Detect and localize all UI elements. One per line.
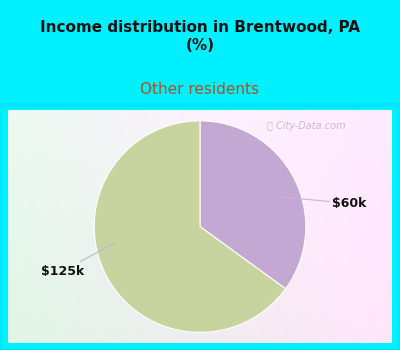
Text: ⓘ City-Data.com: ⓘ City-Data.com xyxy=(267,121,346,131)
Wedge shape xyxy=(94,121,286,332)
Text: Income distribution in Brentwood, PA
(%): Income distribution in Brentwood, PA (%) xyxy=(40,20,360,54)
Text: $125k: $125k xyxy=(41,243,115,278)
Text: Other residents: Other residents xyxy=(140,82,260,97)
Text: $60k: $60k xyxy=(282,197,367,210)
Wedge shape xyxy=(200,121,306,289)
